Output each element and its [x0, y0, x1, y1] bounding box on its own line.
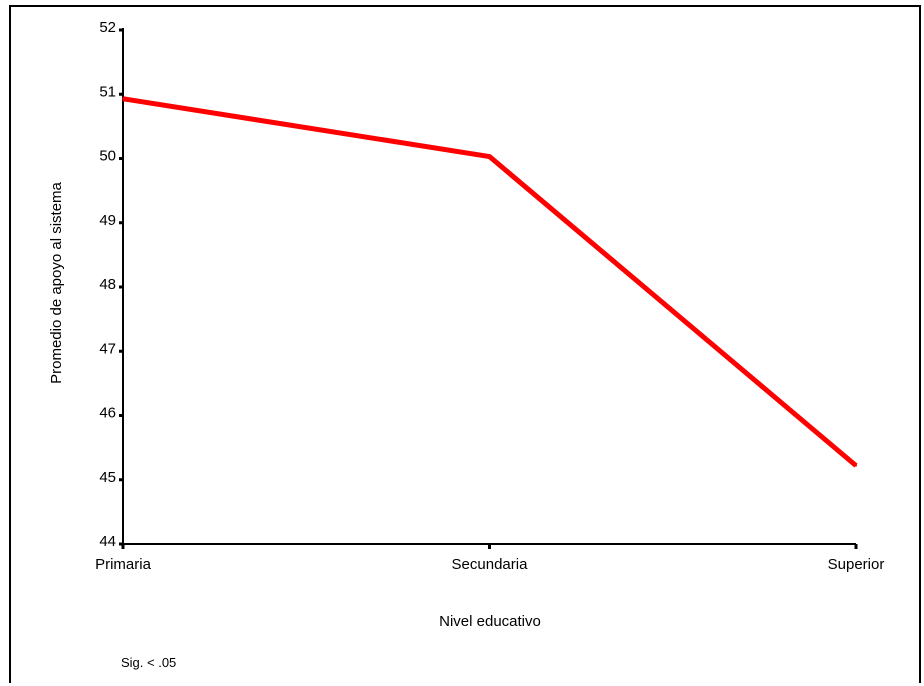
y-tick-label: 47 [99, 340, 116, 357]
y-ticks: 44 45 46 47 48 49 50 51 52 [99, 19, 123, 550]
y-tick-mark [119, 542, 123, 546]
y-tick-label: 48 [99, 276, 116, 293]
y-tick-mark [119, 92, 123, 96]
y-tick-mark [119, 157, 123, 160]
x-tick-mark [488, 544, 491, 549]
y-tick-label: 50 [99, 148, 116, 165]
y-tick-label: 45 [99, 469, 116, 486]
x-tick-label: Secundaria [452, 556, 529, 573]
data-point [122, 97, 124, 100]
x-tick-label: Superior [828, 556, 885, 573]
y-tick-label: 52 [99, 19, 116, 36]
y-tick-label: 46 [99, 405, 116, 422]
y-tick-mark [119, 221, 123, 225]
x-ticks: Primaria Secundaria Superior [95, 544, 884, 573]
y-tick-mark [119, 28, 123, 32]
x-axis-title: Nivel educativo [439, 613, 541, 630]
axes [122, 28, 856, 546]
y-tick-mark [119, 414, 123, 417]
y-tick-mark [119, 478, 123, 482]
series-line [122, 96, 858, 468]
x-tick-mark [854, 544, 858, 549]
data-point [488, 155, 491, 158]
series [122, 96, 858, 468]
y-axis-title: Promedio de apoyo al sistema [48, 181, 65, 383]
y-tick-label: 44 [99, 533, 116, 550]
y-tick-label: 51 [99, 83, 116, 100]
y-tick-label: 49 [99, 212, 116, 229]
chart-frame [9, 5, 921, 683]
x-tick-mark [121, 544, 125, 549]
significance-note: Sig. < .05 [121, 655, 176, 670]
x-tick-label: Primaria [95, 556, 151, 573]
y-tick-mark [119, 349, 123, 353]
y-tick-mark [119, 285, 123, 289]
data-point [855, 464, 857, 467]
